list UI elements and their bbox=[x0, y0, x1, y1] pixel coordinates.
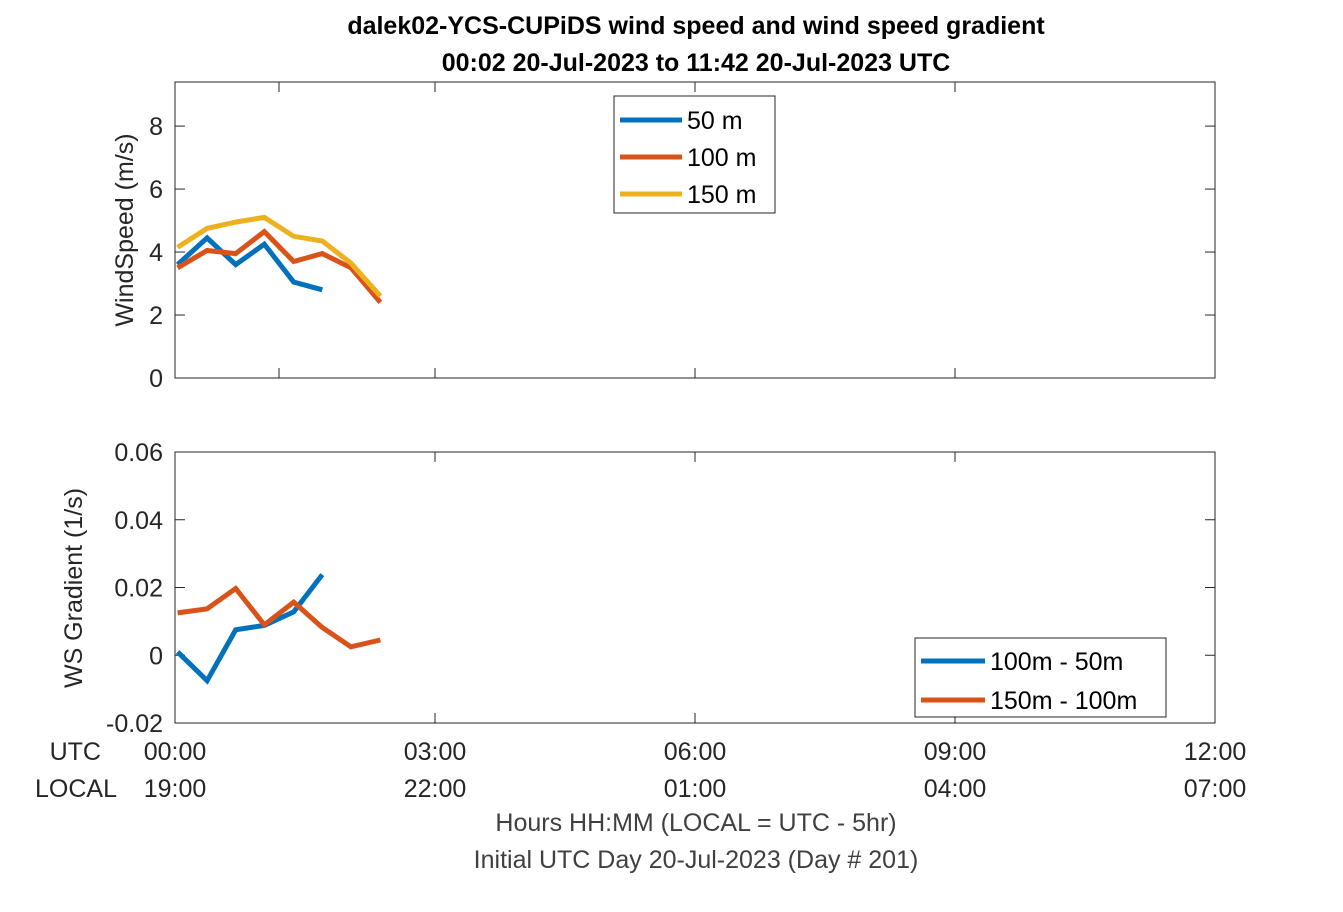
series-line-150m-100m bbox=[177, 585, 381, 650]
local-row-label: LOCAL bbox=[35, 775, 117, 803]
local-tick-label: 07:00 bbox=[1184, 775, 1247, 803]
utc-tick-label: 00:00 bbox=[144, 738, 207, 766]
gradient-x-ticks bbox=[174, 452, 1216, 723]
chart-title-line1: dalek02-YCS-CUPiDS wind speed and wind s… bbox=[347, 12, 1045, 40]
gradient-series-lines bbox=[175, 573, 381, 685]
series-line-150-m bbox=[176, 214, 383, 298]
x-axis-label-line1: Hours HH:MM (LOCAL = UTC - 5hr) bbox=[495, 809, 896, 837]
windspeed-panel: 0 2 4 6 8 WindSpeed (m/s) 50 m 100 m 150 m bbox=[111, 81, 1216, 393]
y-tick-label: 0.06 bbox=[114, 439, 163, 467]
y-tick-label: 0 bbox=[149, 365, 163, 393]
windspeed-x-ticks bbox=[174, 82, 1216, 378]
local-tick-label: 22:00 bbox=[404, 775, 467, 803]
gradient-panel: -0.02 0 0.02 0.04 0.06 WS Gradient (1/s) 100… bbox=[60, 439, 1216, 738]
gradient-y-axis-label: WS Gradient (1/s) bbox=[60, 488, 88, 688]
y-tick-label: 6 bbox=[149, 176, 163, 204]
local-tick-labels: 19:00 22:00 01:00 04:00 07:00 bbox=[144, 775, 1247, 803]
chart-title-line2: 00:02 20-Jul-2023 to 11:42 20-Jul-2023 U… bbox=[442, 49, 951, 77]
utc-tick-label: 09:00 bbox=[924, 738, 987, 766]
legend-label-100m-50m: 100m - 50m bbox=[990, 648, 1123, 676]
windspeed-series-lines bbox=[175, 214, 383, 305]
utc-row-label: UTC bbox=[50, 738, 101, 766]
series-line-100-m bbox=[176, 228, 383, 305]
windspeed-legend: 50 m 100 m 150 m bbox=[613, 95, 776, 214]
y-tick-label: 2 bbox=[149, 302, 163, 330]
series-line-50-m bbox=[175, 234, 323, 293]
local-tick-label: 04:00 bbox=[924, 775, 987, 803]
utc-tick-label: 03:00 bbox=[404, 738, 467, 766]
local-tick-label: 19:00 bbox=[144, 775, 207, 803]
legend-label-150m-100m: 150m - 100m bbox=[990, 687, 1137, 715]
utc-tick-label: 06:00 bbox=[664, 738, 727, 766]
legend-label-100m: 100 m bbox=[687, 144, 756, 172]
gradient-legend: 100m - 50m 150m - 100m bbox=[914, 637, 1167, 718]
y-tick-label: 0 bbox=[149, 642, 163, 670]
legend-label-50m: 50 m bbox=[687, 107, 743, 135]
y-tick-label: 0.02 bbox=[114, 575, 163, 603]
gradient-legend-box bbox=[914, 637, 1167, 718]
gradient-y-ticks: -0.02 0 0.02 0.04 0.06 bbox=[106, 439, 1215, 738]
windspeed-y-ticks: 0 2 4 6 8 bbox=[149, 113, 1215, 393]
y-tick-label: 4 bbox=[149, 239, 163, 267]
local-tick-label: 01:00 bbox=[664, 775, 727, 803]
legend-label-150m: 150 m bbox=[687, 181, 756, 209]
windspeed-y-axis-label: WindSpeed (m/s) bbox=[111, 133, 139, 326]
utc-tick-labels: 00:00 03:00 06:00 09:00 12:00 bbox=[144, 738, 1247, 766]
utc-tick-label: 12:00 bbox=[1184, 738, 1247, 766]
y-tick-label: 8 bbox=[149, 113, 163, 141]
y-tick-label: 0.04 bbox=[114, 507, 163, 535]
y-tick-label: -0.02 bbox=[106, 710, 163, 738]
x-axis-label-line2: Initial UTC Day 20-Jul-2023 (Day # 201) bbox=[474, 846, 919, 874]
